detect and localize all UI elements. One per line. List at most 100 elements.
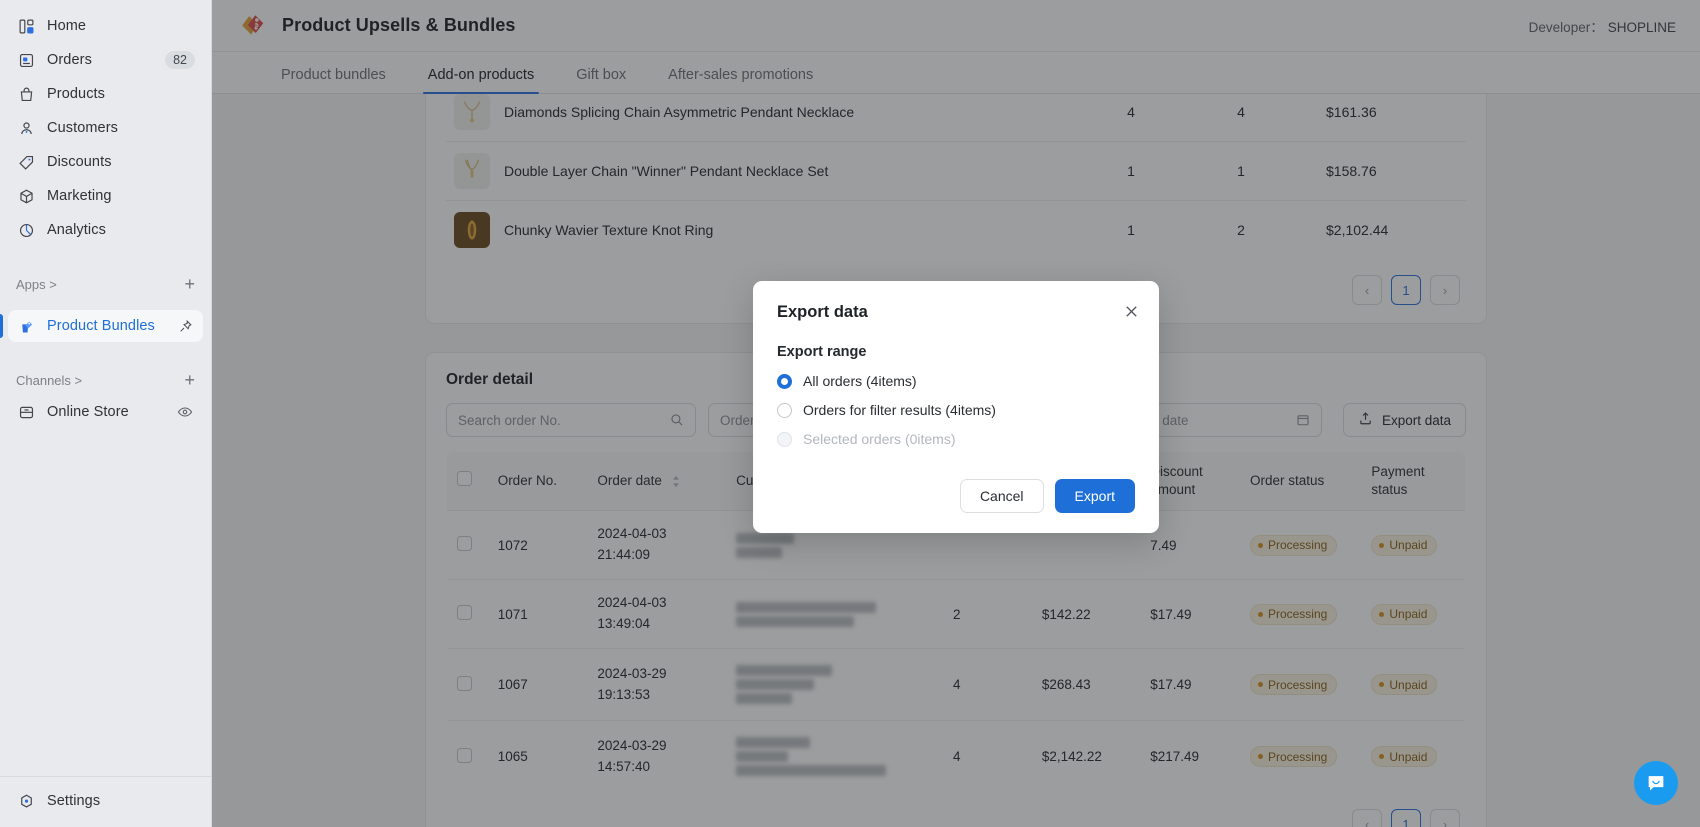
order-status-label: Processing [1267, 749, 1328, 764]
products-icon [16, 84, 36, 104]
radio-icon[interactable] [777, 402, 792, 418]
orders-next-page-button[interactable]: › [1430, 809, 1460, 827]
add-app-icon[interactable]: + [184, 274, 195, 294]
tab-after-sales-promotions[interactable]: After-sales promotions [668, 67, 814, 83]
table-row[interactable]: 1072 2024-04-03 21:44:09 7.49 [447, 510, 1465, 581]
order-status-cell: Processing [1239, 579, 1362, 650]
select-all-header[interactable] [447, 452, 488, 512]
product-amount: $158.76 [1326, 163, 1377, 179]
tab-gift-box[interactable]: Gift box [576, 67, 627, 83]
product-count-2: 4 [1237, 104, 1245, 120]
products-next-page-button[interactable]: › [1430, 275, 1460, 305]
export-data-button[interactable]: Export data [1342, 403, 1466, 437]
sidebar-item-marketing[interactable]: Marketing [8, 180, 203, 212]
table-row[interactable]: 1071 2024-04-03 13:49:04 2 $142.22 [447, 579, 1465, 650]
pin-icon[interactable] [175, 316, 195, 336]
row-checkbox[interactable] [457, 605, 472, 621]
radio-icon-selected[interactable] [777, 373, 792, 389]
column-order-date-label: Order date [597, 473, 662, 489]
export-button[interactable]: Export [1054, 479, 1135, 513]
order-status-cell: Processing [1240, 721, 1361, 792]
order-amount-cell: $142.22 [1031, 579, 1141, 650]
order-amount-cell: $2,142.22 [1041, 749, 1102, 765]
row-select-cell[interactable] [447, 648, 488, 722]
row-select-cell[interactable] [447, 721, 488, 792]
sidebar-section-apps[interactable]: Apps > + [8, 270, 203, 298]
product-thumbnail [454, 212, 490, 248]
row-select-cell[interactable] [447, 579, 488, 650]
order-amount-cell: $268.43 [1031, 648, 1141, 722]
sidebar-item-label: Analytics [47, 222, 106, 238]
orders-count-badge: 82 [165, 51, 195, 69]
order-date-cell: 2024-04-03 13:49:04 [587, 579, 727, 650]
sort-icon[interactable] [672, 476, 680, 488]
row-checkbox[interactable] [457, 747, 472, 763]
order-time: 19:13:53 [597, 686, 650, 702]
search-order-input[interactable]: Search order No. [446, 403, 696, 437]
row-select-cell[interactable] [447, 510, 488, 581]
order-no-link[interactable]: 1065 [497, 749, 528, 765]
discount-amount-cell: $17.49 [1140, 579, 1240, 650]
cancel-button[interactable]: Cancel [959, 479, 1044, 513]
order-no-link[interactable]: 1071 [487, 579, 588, 650]
row-checkbox[interactable] [457, 675, 472, 691]
orders-page-1-button[interactable]: 1 [1391, 809, 1421, 827]
radio-selected-orders-label: Selected orders (0items) [803, 431, 956, 447]
preview-eye-icon[interactable] [175, 402, 195, 422]
sidebar-section-channels[interactable]: Channels > + [8, 366, 203, 394]
products-page-1-button[interactable]: 1 [1391, 275, 1421, 305]
sidebar-item-customers[interactable]: Customers [8, 112, 203, 144]
sidebar-item-discounts[interactable]: Discounts [8, 146, 203, 178]
table-row[interactable]: Chunky Wavier Texture Knot Ring 1 2 $2,1… [446, 201, 1466, 260]
payment-status-cell: Unpaid [1361, 510, 1465, 581]
customer-cell-redacted [726, 579, 943, 650]
marketing-icon [16, 186, 36, 206]
select-all-checkbox[interactable] [457, 471, 472, 487]
products-prev-page-button[interactable]: ‹ [1352, 275, 1382, 305]
sidebar-nav-top: Home Orders 82 [0, 0, 211, 430]
table-row[interactable]: 1065 2024-03-29 14:57:40 4 $2 [447, 721, 1465, 792]
export-data-button-label: Export data [1381, 412, 1451, 428]
radio-filter-results[interactable]: Orders for filter results (4items) [777, 402, 1135, 418]
sidebar-item-products[interactable]: Products [8, 78, 203, 110]
tab-bar: Product bundles Add-on products Gift box… [212, 52, 1700, 94]
order-no-link[interactable]: 1072 [487, 510, 588, 581]
order-date-cell: 2024-03-29 14:57:40 [587, 721, 726, 792]
tab-product-bundles[interactable]: Product bundles [281, 67, 386, 83]
chat-support-button[interactable] [1634, 761, 1678, 805]
table-row[interactable]: 1067 2024-03-29 19:13:53 4 $2 [447, 648, 1465, 722]
table-row[interactable]: Double Layer Chain "Winner" Pendant Neck… [446, 142, 1466, 201]
discount-amount-cell: $17.49 [1140, 648, 1240, 722]
payment-status-cell: Unpaid [1361, 721, 1465, 792]
channels-section-label: Channels > [16, 372, 83, 388]
payment-status-label: Unpaid [1389, 607, 1428, 622]
gear-icon [16, 791, 36, 811]
sidebar-item-label: Marketing [47, 188, 112, 204]
sidebar-item-label: Customers [47, 120, 118, 136]
payment-status-label: Unpaid [1389, 538, 1428, 553]
close-icon[interactable] [1121, 301, 1141, 321]
sidebar-item-analytics[interactable]: Analytics [8, 214, 203, 246]
order-no-link[interactable]: 1067 [487, 648, 588, 722]
column-order-date[interactable]: Order date [587, 452, 727, 512]
items-cell: 4 [952, 749, 961, 765]
sidebar-item-label: Settings [47, 793, 101, 809]
sidebar-item-online-store[interactable]: Online Store [8, 396, 203, 428]
add-channel-icon[interactable]: + [184, 370, 195, 390]
sidebar-item-orders[interactable]: Orders 82 [8, 44, 203, 76]
radio-all-orders[interactable]: All orders (4items) [777, 373, 1135, 389]
sidebar-item-home[interactable]: Home [8, 10, 203, 42]
order-time: 13:49:04 [597, 616, 650, 632]
sidebar-item-settings[interactable]: Settings [8, 785, 203, 817]
product-count-2: 1 [1237, 163, 1245, 179]
payment-badge: Unpaid [1371, 603, 1438, 625]
table-row[interactable]: Diamonds Splicing Chain Asymmetric Penda… [446, 94, 1466, 142]
product-name: Double Layer Chain "Winner" Pendant Neck… [504, 163, 829, 179]
orders-prev-page-button[interactable]: ‹ [1352, 809, 1382, 827]
tab-add-on-products[interactable]: Add-on products [422, 67, 540, 94]
developer-label: Developer： [1528, 19, 1604, 35]
product-amount: $161.36 [1326, 104, 1377, 120]
nav-spacer-3 [0, 344, 211, 366]
row-checkbox[interactable] [457, 536, 472, 552]
sidebar-item-product-bundles[interactable]: Product Bundles [0, 310, 203, 342]
